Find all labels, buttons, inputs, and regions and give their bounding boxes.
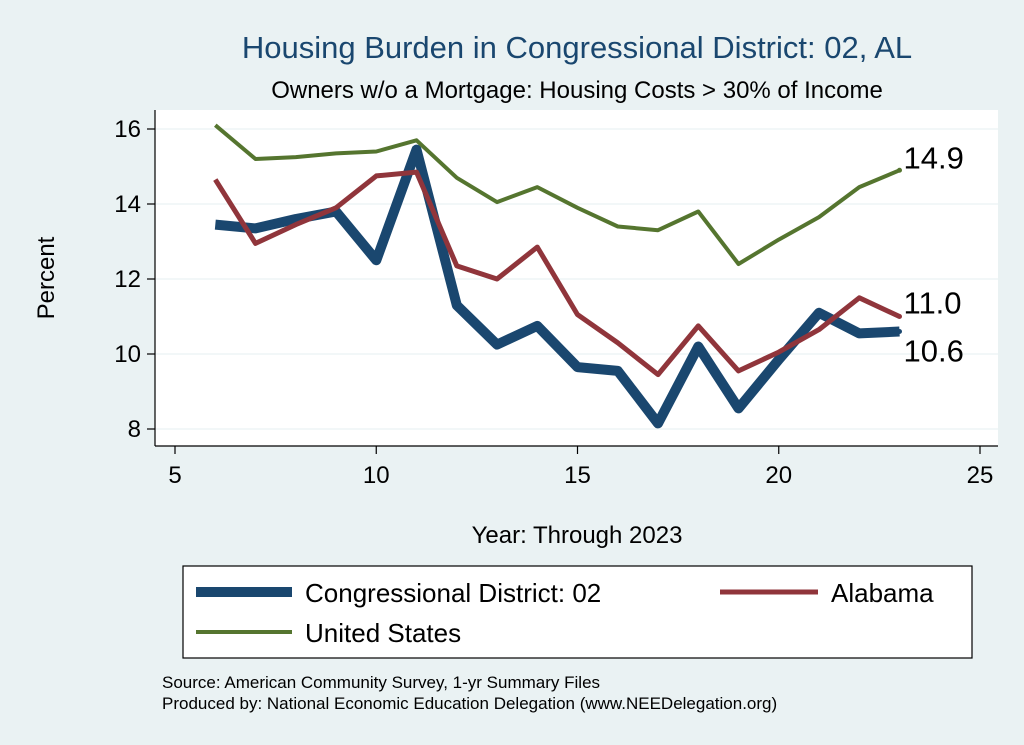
legend: Congressional District: 02 Alabama United … (196, 578, 934, 648)
y-tick-label: 12 (114, 266, 141, 293)
x-axis-title: Year: Through 2023 (472, 522, 683, 549)
x-tick-label: 25 (967, 462, 994, 489)
axes (154, 110, 998, 447)
x-ticks: 5 10 15 20 25 (168, 446, 993, 489)
series-end-label: 10.6 (904, 334, 964, 369)
grid-lines (155, 128, 998, 430)
y-tick-label: 16 (114, 116, 141, 143)
series-end-label: 14.9 (904, 140, 964, 175)
produced-by-note: Produced by: National Economic Education… (162, 694, 777, 713)
source-note: Source: American Community Survey, 1-yr … (162, 673, 600, 692)
legend-label: United States (305, 618, 461, 648)
y-tick-label: 10 (114, 341, 141, 368)
series-end-point (897, 314, 902, 319)
series-end-point (897, 167, 902, 173)
x-tick-label: 15 (564, 462, 591, 489)
series-end-point (897, 329, 902, 334)
series-line-alabama (213, 169, 901, 378)
y-tick-label: 8 (128, 416, 141, 443)
x-tick-label: 5 (168, 462, 181, 489)
chart-title: Housing Burden in Congressional District… (242, 30, 912, 65)
plot-area (155, 110, 998, 446)
series-group (213, 123, 902, 429)
x-tick-label: 10 (363, 462, 390, 489)
y-ticks: 8 10 12 14 16 (114, 116, 155, 443)
y-axis-title: Percent (33, 236, 60, 319)
x-tick-label: 20 (765, 462, 792, 489)
y-tick-label: 14 (114, 191, 141, 218)
end-labels: 10.6 11.0 14.9 (904, 140, 964, 368)
legend-box (182, 565, 973, 659)
series-line-united-states (214, 123, 901, 266)
legend-label: Congressional District: 02 (305, 578, 601, 608)
series-end-label: 11.0 (904, 286, 962, 321)
chart-subtitle: Owners w/o a Mortgage: Housing Costs > 3… (271, 77, 883, 104)
legend-label: Alabama (831, 578, 934, 608)
